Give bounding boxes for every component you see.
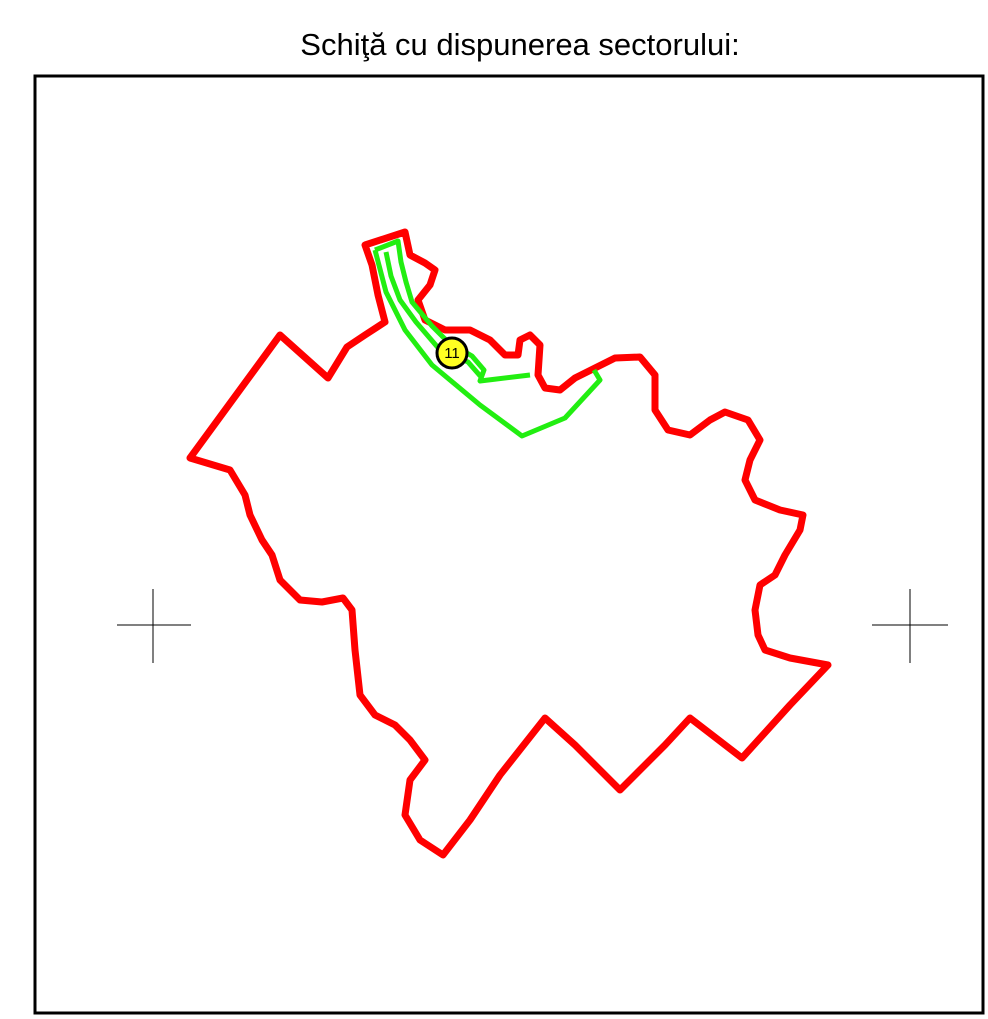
outer-boundary xyxy=(186,228,832,859)
crosshairs xyxy=(117,589,948,663)
sector-outline xyxy=(372,249,603,439)
title: Schiţă cu dispunerea sectorului: xyxy=(300,27,739,62)
sector-inner xyxy=(383,251,484,380)
sector xyxy=(372,238,603,439)
marker-label: 11 xyxy=(444,345,460,362)
sector-outline xyxy=(374,238,531,384)
marker xyxy=(435,336,469,370)
frame xyxy=(33,74,985,1015)
